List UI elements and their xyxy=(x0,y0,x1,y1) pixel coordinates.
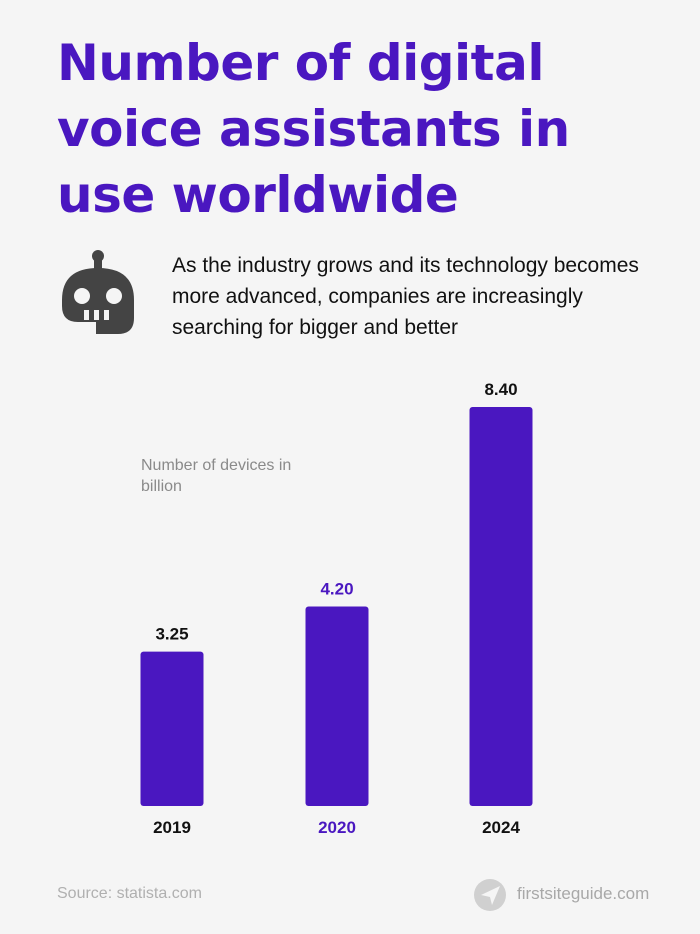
value-label: 8.40 xyxy=(484,380,517,399)
brand-icon xyxy=(474,879,506,911)
brand: firstsiteguide.com xyxy=(517,884,650,903)
x-tick-label: 2020 xyxy=(318,818,356,837)
bar xyxy=(305,606,369,806)
x-tick-label: 2024 xyxy=(482,818,520,837)
robot-icon xyxy=(62,250,134,334)
x-tick-label: 2019 xyxy=(153,818,191,837)
value-label: 4.20 xyxy=(320,580,353,599)
value-label: 3.25 xyxy=(155,625,188,644)
bar xyxy=(469,407,533,806)
bar xyxy=(140,651,204,806)
axis-label: Number of devices in billion xyxy=(141,457,292,495)
source: Source: statista.com xyxy=(57,885,202,902)
chart-title: Number of digital voice assistants in us… xyxy=(57,34,570,224)
subtitle: As the industry grows and its technology… xyxy=(172,254,639,339)
